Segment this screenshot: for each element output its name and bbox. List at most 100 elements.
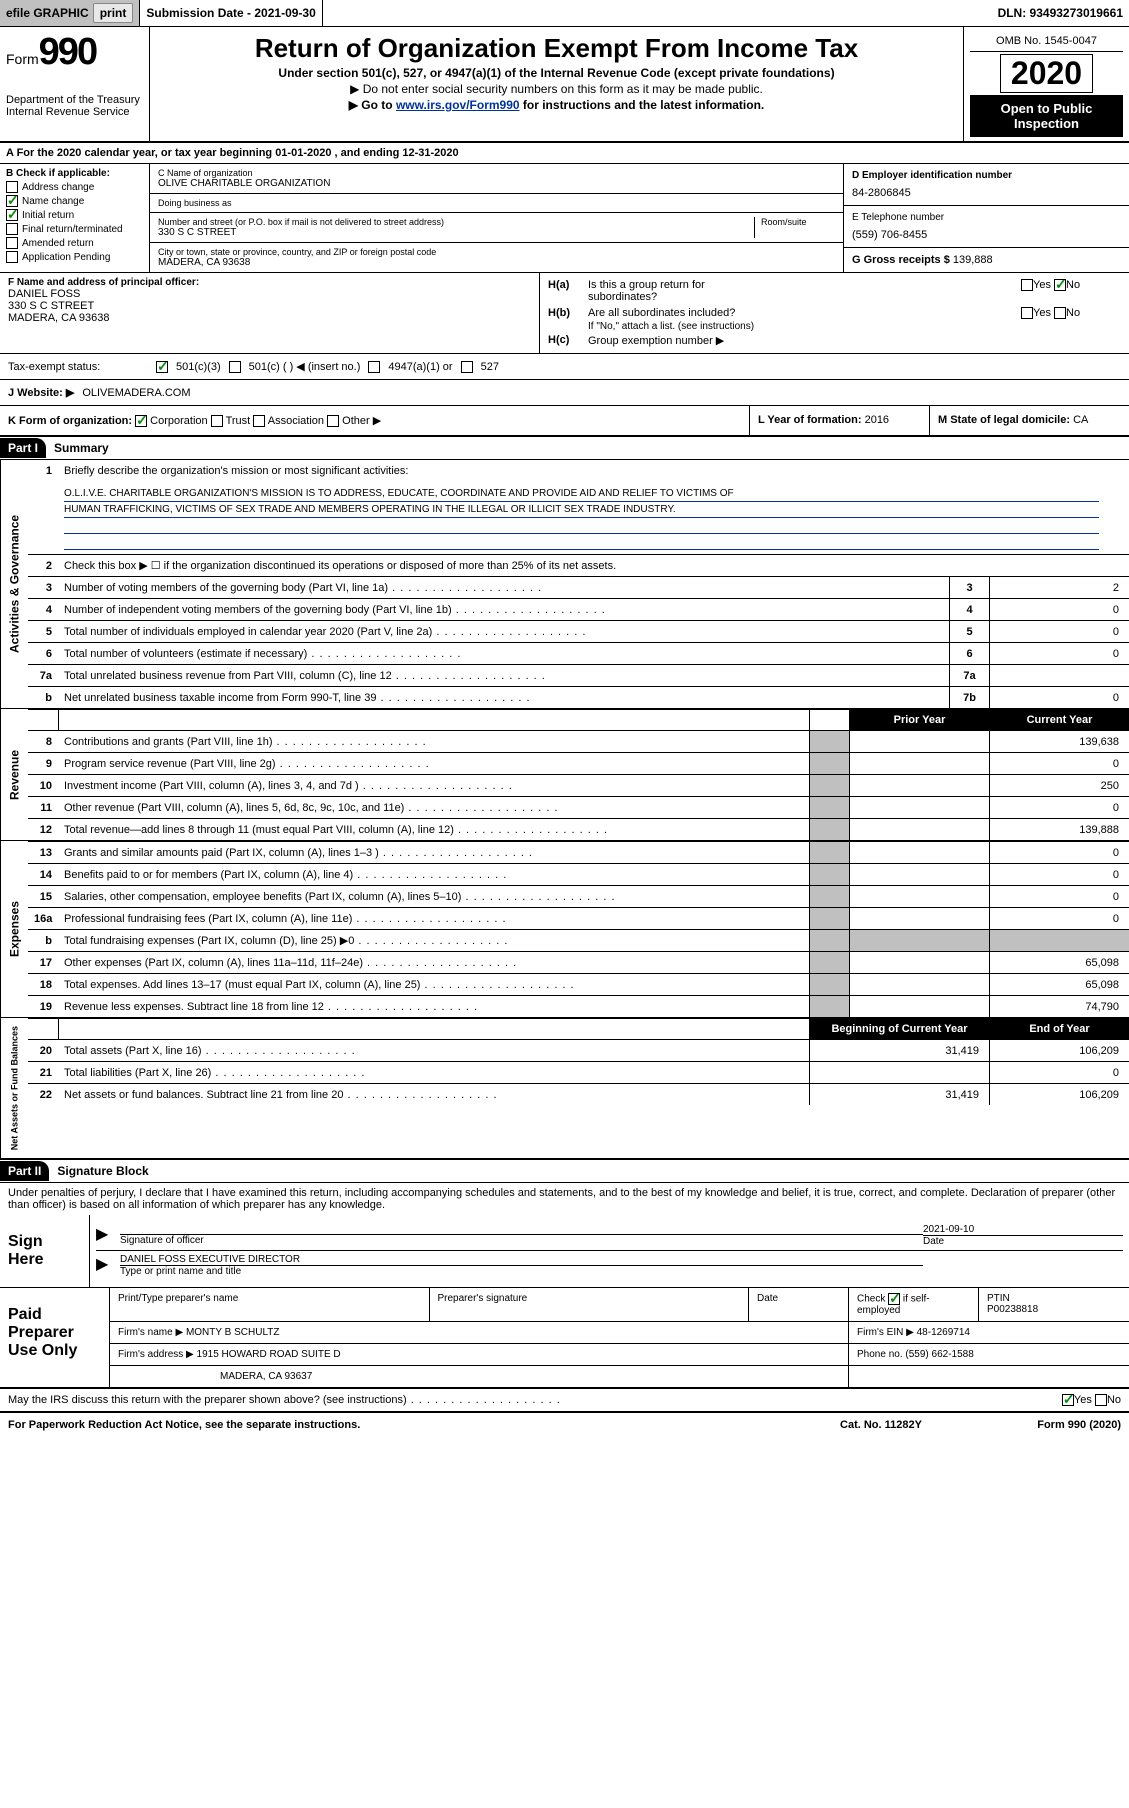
end-year-hdr: End of Year [989,1018,1129,1039]
gov-line: 6Total number of volunteers (estimate if… [28,642,1129,664]
part2-title: Signature Block [49,1160,156,1182]
line-num: 4 [28,601,58,619]
line-py [849,775,989,796]
line-cy: 139,638 [989,731,1129,752]
hb-note: If "No," attach a list. (see instruction… [548,321,1121,332]
exp-line: 13Grants and similar amounts paid (Part … [28,841,1129,863]
na-header: Beginning of Current Year End of Year [28,1018,1129,1039]
line-spacer [809,952,849,973]
vert-net-assets: Net Assets or Fund Balances [0,1018,28,1158]
line-label: Number of independent voting members of … [58,601,949,619]
line-begin: 31,419 [809,1084,989,1105]
line-spacer [809,819,849,840]
line-spacer [809,797,849,818]
signature-block: Under penalties of perjury, I declare th… [0,1183,1129,1288]
box-b: B Check if applicable: Address changeNam… [0,164,150,272]
firm-phone-value: (559) 662-1588 [905,1349,973,1360]
gov-line: 7aTotal unrelated business revenue from … [28,664,1129,686]
exp-line: 17Other expenses (Part IX, column (A), l… [28,951,1129,973]
chk-trust [211,415,223,427]
chk-corp [135,415,147,427]
line-num: 15 [28,888,58,906]
checkbox-icon [6,237,18,249]
part1-title: Summary [46,437,117,459]
top-bar: efile GRAPHIC print Submission Date - 20… [0,0,1129,27]
exp-line: 16aProfessional fundraising fees (Part I… [28,907,1129,929]
line-spacer [809,996,849,1017]
line-cy: 0 [989,886,1129,907]
tax-label: Tax-exempt status: [8,361,148,373]
irs-link[interactable]: www.irs.gov/Form990 [396,98,520,112]
line-py [849,842,989,863]
sig-name-value: DANIEL FOSS EXECUTIVE DIRECTOR [120,1254,923,1265]
submission-date: Submission Date - 2021-09-30 [140,0,322,26]
form-number: 990 [39,31,96,73]
line-py [849,886,989,907]
footer-mid: Cat. No. 11282Y [801,1419,961,1431]
line-end: 0 [989,1062,1129,1083]
line-label: Net unrelated business taxable income fr… [58,689,949,707]
opt-527: 527 [481,361,499,373]
hb-prefix: H(b) [548,307,588,319]
line-label: Number of voting members of the governin… [58,579,949,597]
ein-label: D Employer identification number [852,170,1121,181]
mission-blank1 [64,518,1099,534]
line-cy: 0 [989,753,1129,774]
discuss-yesno: Yes No [1062,1394,1121,1406]
firm-ein-value: 48-1269714 [917,1327,970,1338]
dln: DLN: 93493273019661 [992,0,1129,26]
exp-line: 19Revenue less expenses. Subtract line 1… [28,995,1129,1017]
line-cy: 139,888 [989,819,1129,840]
line-cy: 74,790 [989,996,1129,1017]
line-box: 3 [949,577,989,598]
checkbox-icon [6,251,18,263]
hb-yesno: Yes No [1021,307,1121,319]
prep-row-4: MADERA, CA 93637 [110,1366,1129,1387]
chk-label: Name change [22,196,84,207]
entity-info-grid: B Check if applicable: Address changeNam… [0,164,1129,273]
line-cy: 65,098 [989,952,1129,973]
m-label: M State of legal domicile: [938,414,1070,426]
hc-prefix: H(c) [548,334,588,347]
prep-selfemp: Check if self-employed [849,1288,979,1321]
room-label: Room/suite [755,217,835,238]
phone-value: (559) 706-8455 [852,229,1121,241]
na-line: 21Total liabilities (Part X, line 26)0 [28,1061,1129,1083]
line-py [849,753,989,774]
mission-blank2 [64,534,1099,550]
row-klm: K Form of organization: Corporation Trus… [0,406,1129,437]
k-label: K Form of organization: [8,415,132,427]
line-spacer [809,930,849,951]
box-b-item: Name change [6,195,143,207]
line-val: 0 [989,643,1129,664]
street-value: 330 S C STREET [158,227,748,238]
prep-date-label: Date [749,1288,849,1321]
phone-label: E Telephone number [852,212,1121,223]
efile-label: efile GRAPHIC print [0,0,140,26]
line-py [849,819,989,840]
city-label: City or town, state or province, country… [158,247,835,257]
line-num: 9 [28,755,58,773]
gov-line: 2Check this box ▶ ☐ if the organization … [28,554,1129,576]
opt-corp: Corporation [150,415,207,427]
line-cy: 0 [989,797,1129,818]
print-button[interactable]: print [93,3,134,23]
prior-year-hdr: Prior Year [849,709,989,730]
na-line: 22Net assets or fund balances. Subtract … [28,1083,1129,1105]
dba-label: Doing business as [158,198,835,208]
box-l: L Year of formation: 2016 [749,406,929,435]
line-cy: 250 [989,775,1129,796]
form-number-block: Form990 Department of the Treasury Inter… [0,27,150,141]
prep-sig-label: Preparer's signature [430,1288,750,1321]
officer-name: DANIEL FOSS [8,288,531,300]
opt-4947: 4947(a)(1) or [388,361,452,373]
vert-expenses: Expenses [0,841,28,1017]
line-py [849,864,989,885]
box-b-item: Amended return [6,237,143,249]
tax-year: 2020 [1000,54,1093,93]
line-label: Benefits paid to or for members (Part IX… [58,866,809,884]
rev-line: 11Other revenue (Part VIII, column (A), … [28,796,1129,818]
hc-label: Group exemption number ▶ [588,334,1021,347]
line-label: Total number of individuals employed in … [58,623,949,641]
form-title: Return of Organization Exempt From Incom… [156,33,957,64]
